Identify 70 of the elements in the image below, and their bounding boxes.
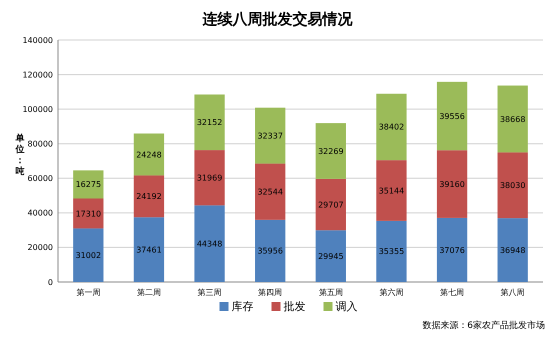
y-tick-label: 60000	[28, 174, 53, 184]
data-label: 36948	[500, 246, 526, 255]
data-label: 24192	[136, 192, 162, 202]
data-label: 38668	[500, 114, 526, 124]
data-label: 29707	[318, 200, 344, 210]
chart-title: 连续八周批发交易情况	[202, 10, 354, 28]
data-label: 32269	[318, 146, 344, 156]
x-tick-label: 第八周	[500, 288, 525, 297]
data-label: 39556	[439, 112, 465, 121]
x-tick-label: 第五周	[318, 288, 343, 297]
bar	[376, 220, 407, 282]
bar	[73, 228, 104, 282]
y-tick-label: 40000	[28, 208, 53, 218]
data-label: 37076	[439, 246, 465, 255]
bar	[316, 178, 346, 230]
x-tick-label: 第一周	[76, 288, 100, 297]
bar	[134, 217, 164, 282]
legend-label: 调入	[336, 300, 358, 313]
data-label: 32544	[257, 188, 283, 197]
bar	[436, 150, 468, 218]
y-tick-label: 140000	[22, 36, 53, 45]
data-label: 44348	[196, 239, 222, 248]
data-label: 35144	[378, 186, 404, 196]
legend-label: 库存	[232, 300, 254, 313]
x-tick-label: 第二周	[136, 288, 161, 297]
bar	[194, 205, 225, 282]
y-tick-label: 20000	[28, 243, 53, 252]
bar	[73, 198, 104, 228]
data-label: 35956	[257, 246, 283, 256]
data-label: 32337	[257, 131, 283, 140]
data-label: 38402	[378, 122, 404, 132]
data-label: 31002	[76, 251, 102, 260]
data-label: 35355	[378, 247, 404, 256]
data-label: 38030	[500, 181, 526, 190]
x-tick-label: 第七周	[440, 288, 464, 297]
data-label: 24248	[136, 150, 162, 160]
data-label: 39160	[439, 180, 465, 189]
bar	[436, 218, 468, 282]
x-tick-label: 第三周	[198, 288, 222, 297]
bar	[498, 86, 528, 152]
data-label: 32152	[196, 118, 222, 128]
bar	[316, 123, 346, 179]
bar	[498, 218, 528, 282]
y-tick-label: 0	[48, 278, 53, 287]
bar	[194, 94, 225, 150]
x-tick-label: 第四周	[258, 288, 282, 297]
legend-label: 批发	[284, 300, 306, 313]
data-label: 29945	[318, 252, 344, 261]
bar	[255, 220, 286, 282]
y-axis-title: 单位：吨	[14, 133, 24, 177]
bar	[73, 170, 104, 198]
source-note: 数据来源：6家农产品批发市场	[422, 320, 545, 331]
bar	[255, 164, 286, 220]
data-label: 31969	[196, 174, 222, 183]
bar	[255, 108, 286, 164]
data-label: 16275	[76, 180, 102, 190]
data-label: 17310	[76, 209, 102, 218]
bar	[436, 82, 468, 150]
data-label: 37461	[136, 245, 162, 254]
bar	[376, 94, 407, 160]
bar	[498, 152, 528, 218]
bar	[134, 134, 164, 176]
y-tick-label: 80000	[28, 140, 53, 149]
bar	[316, 230, 346, 282]
y-tick-label: 120000	[22, 70, 53, 80]
bar	[194, 150, 225, 206]
bar	[134, 175, 164, 218]
x-tick-label: 第六周	[379, 288, 404, 297]
bar	[376, 160, 407, 221]
y-tick-label: 100000	[22, 104, 53, 114]
